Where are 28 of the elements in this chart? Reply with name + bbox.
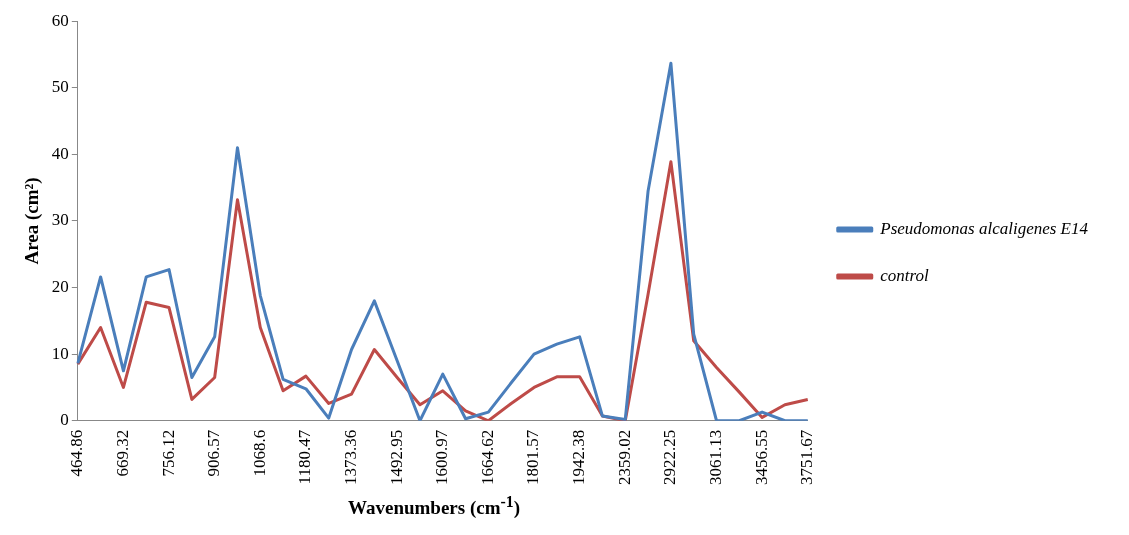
- legend-label: control: [880, 265, 930, 285]
- x-tick-label: 2359.02: [614, 429, 634, 485]
- x-tick-label: 3456.55: [751, 429, 771, 485]
- y-tick-label: 60: [51, 10, 69, 30]
- x-tick-label: 464.86: [67, 429, 87, 477]
- x-tick-label: 669.32: [112, 429, 132, 477]
- x-tick-label: 756.12: [158, 429, 178, 477]
- x-tick-label: 1600.97: [432, 429, 452, 485]
- y-tick-label: 40: [51, 143, 69, 163]
- x-tick-label: 1068.6: [249, 429, 269, 477]
- x-tick-label: 906.57: [204, 429, 224, 477]
- x-tick-label: 1180.47: [295, 429, 315, 485]
- x-axis-title: Wavenumbers (cm$^{-1}$): [348, 493, 521, 520]
- x-tick-label: 2922.25: [660, 429, 680, 485]
- y-tick-label: 30: [51, 210, 69, 230]
- y-tick-label: 50: [51, 77, 69, 97]
- legend-label: Pseudomonas alcaligenes E14: [879, 218, 1089, 238]
- x-tick-label: 3751.67: [797, 429, 817, 485]
- x-tick-label: 1373.36: [341, 429, 360, 485]
- x-tick-label: 1801.57: [523, 429, 543, 485]
- y-tick-label: 20: [51, 277, 69, 297]
- y-tick-label: 10: [51, 343, 69, 363]
- y-axis-title: Area (cm²): [21, 177, 44, 265]
- x-tick-label: 3061.13: [705, 429, 725, 485]
- x-tick-label: 1492.95: [386, 429, 406, 485]
- x-tick-label: 1942.38: [569, 429, 589, 485]
- x-tick-label: 1664.62: [477, 429, 497, 485]
- y-tick-label: 0: [60, 410, 69, 430]
